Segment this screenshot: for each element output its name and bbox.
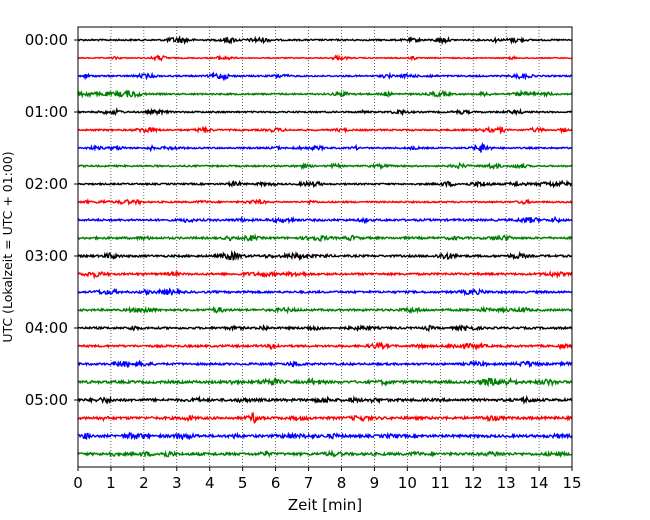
trace-line xyxy=(77,197,573,207)
trace-line xyxy=(77,141,573,153)
trace-line xyxy=(77,161,573,171)
trace-line xyxy=(77,359,573,369)
x-tick-label: 5 xyxy=(238,474,248,492)
trace-line xyxy=(77,88,573,99)
x-tick-label: 10 xyxy=(398,474,417,492)
trace-line xyxy=(77,449,573,459)
trace-line xyxy=(77,431,573,441)
x-tick-label: 13 xyxy=(497,474,516,492)
y-tick-label: 01:00 xyxy=(25,103,68,121)
x-tick-label: 3 xyxy=(172,474,182,492)
trace-line xyxy=(77,249,573,262)
trace-line xyxy=(77,233,573,243)
trace-line xyxy=(77,269,573,280)
x-tick-label: 6 xyxy=(271,474,281,492)
x-tick-label: 7 xyxy=(304,474,314,492)
trace-line xyxy=(77,71,573,82)
x-tick-label: 11 xyxy=(431,474,450,492)
trace-line xyxy=(77,179,573,189)
trace-group xyxy=(77,35,573,459)
trace-line xyxy=(77,394,573,405)
y-tick-label: 03:00 xyxy=(25,247,68,265)
x-tick-label: 8 xyxy=(337,474,347,492)
x-tick-label: 15 xyxy=(562,474,581,492)
x-tick-label: 12 xyxy=(464,474,483,492)
trace-line xyxy=(77,305,573,315)
x-axis-label: Zeit [min] xyxy=(288,496,362,514)
trace-line xyxy=(77,106,573,117)
trace-line xyxy=(77,287,573,297)
y-axis: 00:00 01:00 02:00 03:00 04:00 05:00 xyxy=(25,31,78,409)
x-tick-label: 0 xyxy=(73,474,83,492)
trace-line xyxy=(77,215,573,225)
trace-line xyxy=(77,125,573,135)
x-tick-label: 9 xyxy=(370,474,380,492)
plot-frame xyxy=(77,26,573,468)
y-axis-label: UTC (Lokalzeit = UTC + 01:00) xyxy=(0,151,15,342)
x-tick-label: 4 xyxy=(205,474,215,492)
y-tick-label: 00:00 xyxy=(25,31,68,49)
trace-line xyxy=(77,323,573,333)
trace-line xyxy=(77,35,573,46)
x-tick-label: 1 xyxy=(106,474,116,492)
x-tick-label: 2 xyxy=(139,474,149,492)
y-tick-label: 02:00 xyxy=(25,175,68,193)
trace-line xyxy=(77,54,573,62)
trace-line xyxy=(77,341,573,351)
x-axis: 0 1 2 3 4 5 6 7 8 9 10 11 12 13 14 15 xyxy=(73,467,582,492)
x-tick-label: 14 xyxy=(530,474,549,492)
trace-line xyxy=(77,412,573,424)
trace-line xyxy=(77,376,573,388)
y-tick-label: 05:00 xyxy=(25,391,68,409)
y-tick-label: 04:00 xyxy=(25,319,68,337)
